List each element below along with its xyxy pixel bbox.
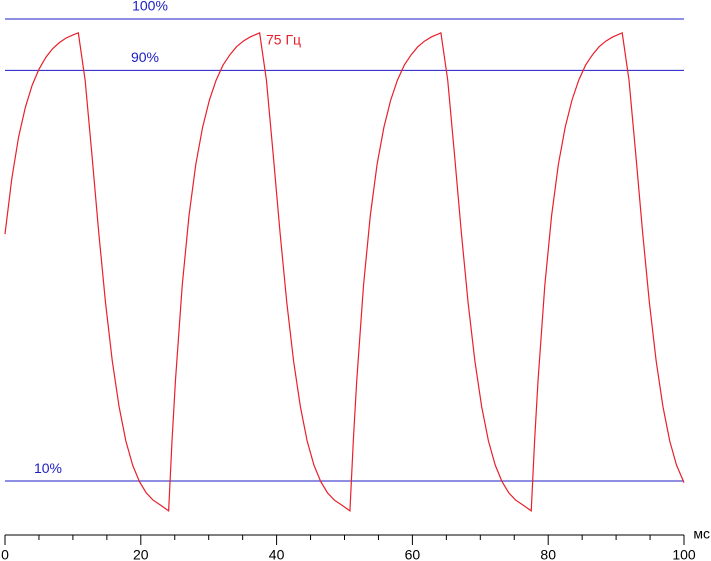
x-tick-label: 40 bbox=[269, 547, 285, 561]
reference-label: 10% bbox=[34, 460, 62, 476]
series-label: 75 Гц bbox=[266, 32, 301, 48]
x-tick-label: 20 bbox=[133, 547, 149, 561]
x-axis-label: мс bbox=[693, 526, 710, 542]
reference-label: 90% bbox=[131, 49, 159, 65]
x-tick-label: 80 bbox=[540, 547, 556, 561]
x-tick-label: 100 bbox=[672, 547, 696, 561]
reference-label: 100% bbox=[132, 0, 168, 14]
x-tick-label: 0 bbox=[1, 547, 9, 561]
x-tick-label: 60 bbox=[405, 547, 421, 561]
data-line bbox=[4, 31, 685, 512]
